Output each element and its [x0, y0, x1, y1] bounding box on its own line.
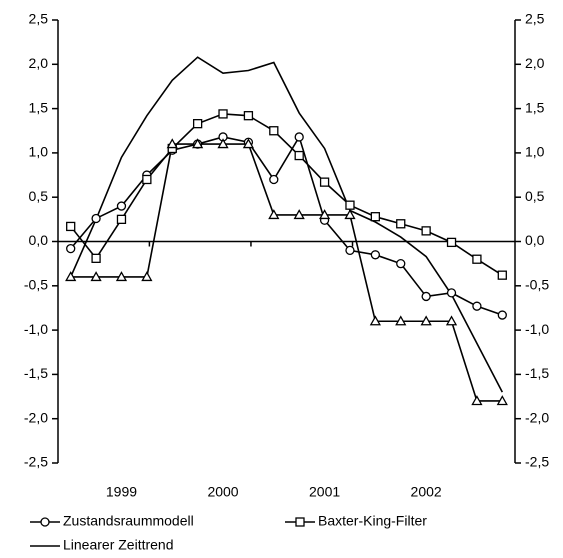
point: [421, 226, 431, 236]
point: [396, 219, 406, 229]
y2-tick-label: -2,0: [525, 409, 549, 425]
point: [141, 271, 153, 282]
point: [40, 517, 50, 527]
point: [446, 288, 457, 298]
y-tick-label: 2,0: [29, 55, 49, 71]
point: [91, 213, 101, 224]
point: [294, 132, 304, 142]
y2-tick-label: -1,0: [525, 321, 549, 337]
point: [369, 315, 381, 326]
y2-tick-label: -0,5: [525, 277, 549, 293]
y2-tick-label: 0,0: [525, 232, 545, 248]
point: [242, 138, 255, 149]
y2-tick-label: 0,5: [525, 188, 545, 204]
x-tick-label: 1999: [106, 484, 137, 500]
series-line: [70, 113, 503, 276]
point: [472, 301, 482, 311]
point: [497, 310, 507, 320]
legend-label: Baxter-King-Filter: [318, 513, 427, 529]
point: [395, 315, 407, 326]
point: [218, 109, 228, 119]
point: [472, 254, 482, 264]
point: [192, 119, 203, 129]
point: [269, 174, 279, 185]
y-tick-label: -1,5: [24, 365, 48, 381]
series-line: [70, 134, 503, 316]
point: [471, 395, 483, 406]
point: [268, 209, 280, 220]
y-tick-label: -0,5: [24, 277, 48, 293]
x-tick-label: 2000: [207, 484, 238, 500]
point: [318, 209, 331, 220]
series-line: [70, 143, 503, 402]
point: [166, 138, 178, 149]
y2-tick-label: -2,5: [525, 454, 549, 470]
point: [192, 138, 204, 149]
point: [269, 126, 279, 136]
point: [445, 315, 458, 326]
point: [344, 209, 356, 220]
point: [243, 111, 254, 121]
point: [396, 258, 406, 269]
point: [66, 243, 76, 254]
y2-tick-label: 2,0: [525, 55, 545, 71]
y-tick-label: 2,5: [29, 11, 49, 27]
y2-tick-label: 1,5: [525, 99, 545, 115]
series-line: [69, 56, 504, 393]
point: [217, 138, 229, 149]
legend-label: Zustandsraummodell: [63, 513, 194, 529]
point: [345, 200, 355, 210]
point: [90, 271, 102, 282]
point: [116, 214, 127, 225]
point: [142, 174, 152, 185]
y-tick-label: 0,5: [29, 188, 49, 204]
y2-tick-label: -1,5: [525, 365, 549, 381]
y-tick-label: 1,0: [29, 144, 49, 160]
point: [345, 245, 355, 256]
point: [66, 221, 76, 232]
point: [115, 271, 128, 282]
point: [319, 177, 330, 187]
point: [420, 315, 432, 326]
point: [497, 270, 507, 280]
point: [116, 201, 127, 211]
point: [295, 517, 305, 527]
y2-tick-label: 2,5: [525, 11, 545, 27]
y-tick-label: -2,5: [24, 454, 48, 470]
point: [421, 291, 431, 302]
point: [370, 250, 381, 260]
x-tick-label: 2001: [309, 484, 340, 500]
legend-label: Linearer Zeittrend: [63, 537, 174, 553]
y-tick-label: -1,0: [24, 321, 48, 337]
point: [91, 253, 101, 263]
y-tick-label: -2,0: [24, 409, 48, 425]
point: [496, 395, 508, 406]
point: [370, 212, 381, 222]
y2-tick-label: 1,0: [525, 144, 545, 160]
x-tick-label: 2002: [411, 484, 442, 500]
point: [294, 150, 304, 161]
y-tick-label: 1,5: [29, 99, 49, 115]
point: [65, 271, 77, 282]
point: [293, 209, 305, 220]
point: [446, 237, 457, 248]
y-tick-label: 0,0: [29, 232, 49, 248]
